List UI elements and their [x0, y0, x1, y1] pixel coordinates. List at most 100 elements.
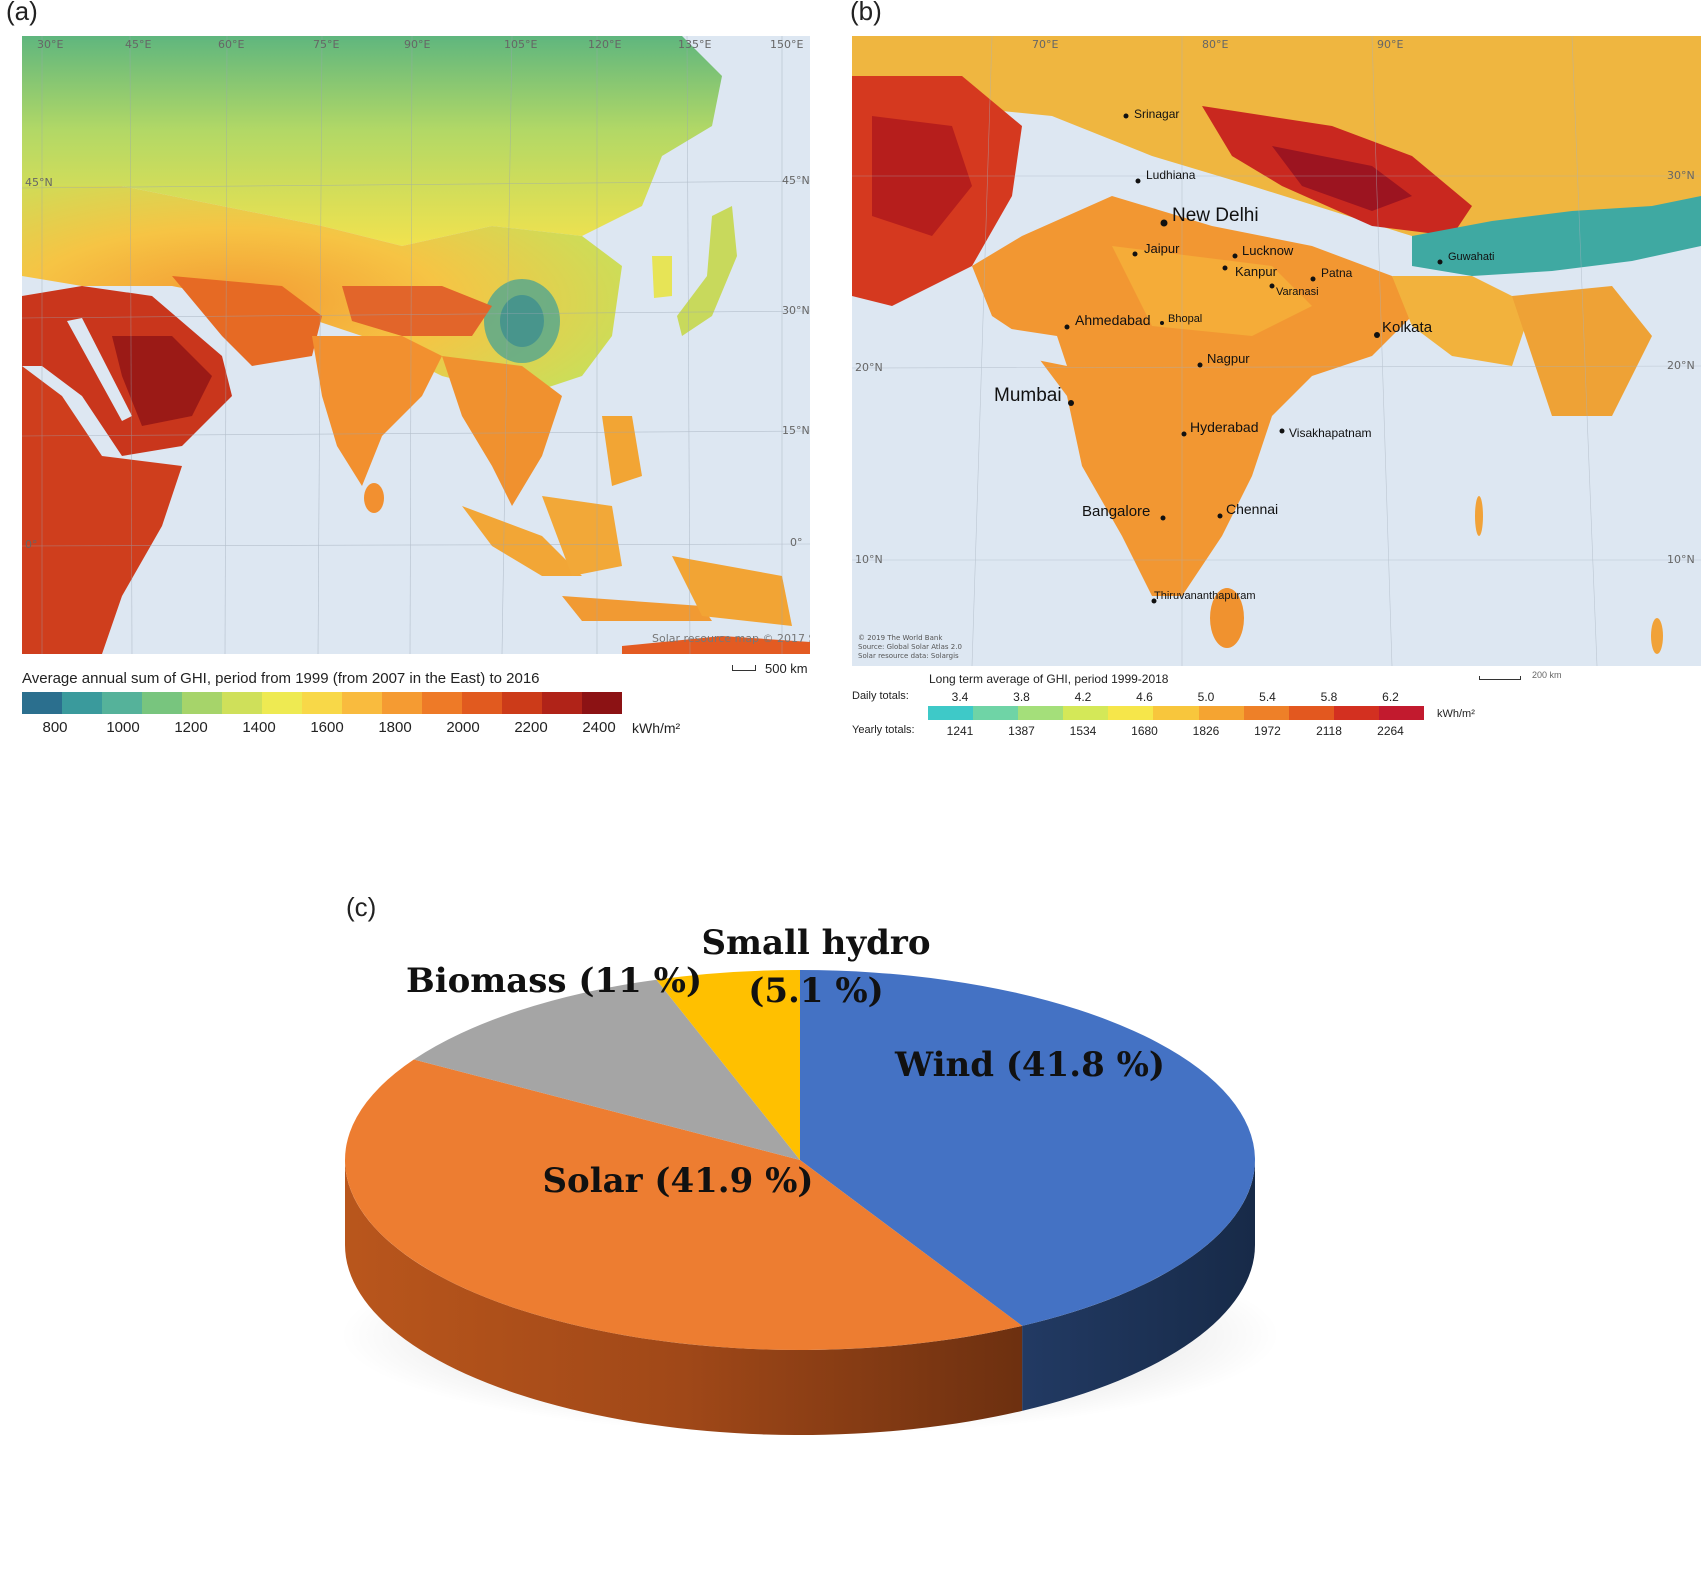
colorbar-tick-a: 2000: [446, 719, 480, 736]
pie-labels: Wind (41.8 %) Solar (41.9 %) Biomass (11 %…: [406, 923, 1165, 1201]
lat-label: 30°N: [782, 304, 810, 317]
colorbar-swatch: [1153, 706, 1199, 720]
colorbar-swatch: [1243, 706, 1289, 720]
colorbar-swatch: [1288, 706, 1334, 720]
colorbar-swatch: [102, 692, 142, 714]
city-dot: [1217, 513, 1223, 519]
city-dot: [1132, 251, 1138, 257]
lat-label: 15°N: [782, 424, 810, 437]
pie-label-solar: Solar (41.9 %): [542, 1161, 813, 1201]
city-label-jaipur: Jaipur: [1144, 241, 1180, 256]
panel-b-label: (b): [850, 0, 882, 26]
city-label-patna: Patna: [1321, 266, 1353, 280]
colorbar-swatch: [22, 692, 62, 714]
pie-label-wind: Wind (41.8 %): [894, 1045, 1165, 1085]
city-dot: [1123, 113, 1129, 119]
daily-tick: 5.0: [1197, 690, 1215, 704]
pie-label-biomass: Biomass (11 %): [406, 961, 702, 1001]
city-dot: [1181, 431, 1187, 437]
city-label-lucknow: Lucknow: [1242, 243, 1294, 258]
yearly-tick: 1241: [946, 724, 974, 738]
colorbar-swatch: [462, 692, 502, 714]
city-label-kanpur: Kanpur: [1235, 264, 1278, 279]
city-label-srinagar: Srinagar: [1134, 107, 1179, 121]
lat-label: 20°N: [855, 361, 883, 374]
colorbar-swatch: [502, 692, 542, 714]
lon-label: 90°E: [404, 38, 430, 51]
colorbar-tick-a: 2400: [582, 719, 616, 736]
b-longitude-labels: 70°E 80°E 90°E: [1032, 38, 1403, 51]
lon-label: 75°E: [313, 38, 339, 51]
latitude-labels: 45°N 45°N 30°N 15°N 0° 0°: [25, 174, 810, 551]
lon-label: 30°E: [37, 38, 63, 51]
daily-totals-label: Daily totals:: [852, 690, 909, 702]
daily-tick: 4.6: [1136, 690, 1153, 704]
yearly-tick: 1972: [1254, 724, 1281, 738]
scale-bar-b: [1479, 676, 1521, 680]
india-ghi-map-graphic: 70°E 80°E 90°E 30°N 20°N 20°N 10°N 10°N …: [852, 36, 1701, 666]
lat-label: 0°: [25, 538, 38, 551]
city-dot: [1160, 321, 1164, 325]
city-label-visakhapatnam: Visakhapatnam: [1289, 426, 1372, 440]
colorbar-tick-a: 1600: [310, 719, 344, 736]
scale-label-b: 200 km: [1532, 670, 1562, 680]
city-dot: [1160, 219, 1168, 227]
colorbar-swatch: [342, 692, 382, 714]
colorbar-tick-a: 1800: [378, 719, 412, 736]
colorbar-swatch: [1108, 706, 1154, 720]
colorbar-swatch: [542, 692, 582, 714]
city-dot: [1310, 276, 1316, 282]
lon-label: 45°E: [125, 38, 151, 51]
city-markers: Srinagar Ludhiana New Delhi Jaipur Luckn…: [994, 107, 1494, 604]
yearly-tick: 2264: [1377, 724, 1404, 738]
colorbar-swatch: [222, 692, 262, 714]
city-label-varanasi: Varanasi: [1276, 286, 1319, 298]
city-label-bangalore: Bangalore: [1082, 503, 1150, 520]
colorbar-tick-a: 1400: [242, 719, 276, 736]
asia-ghi-map: 30°E 45°E 60°E 75°E 90°E 105°E 120°E 135…: [22, 36, 810, 654]
lon-label: 70°E: [1032, 38, 1058, 51]
credit-line: © 2019 The World Bank: [858, 634, 943, 642]
colorbar-swatch: [1333, 706, 1379, 720]
lon-label: 80°E: [1202, 38, 1228, 51]
pie-side-wind: [1022, 1160, 1255, 1411]
daily-tick: 3.4: [951, 690, 969, 704]
lon-label: 60°E: [218, 38, 244, 51]
lat-label: 20°N: [1667, 359, 1695, 372]
city-label-mumbai: Mumbai: [994, 385, 1062, 406]
city-label-bhopal: Bhopal: [1168, 313, 1202, 325]
colorbar-swatch: [142, 692, 182, 714]
city-dot: [1232, 253, 1238, 259]
asia-ghi-map-graphic: 30°E 45°E 60°E 75°E 90°E 105°E 120°E 135…: [22, 36, 810, 654]
lon-label: 90°E: [1377, 38, 1403, 51]
longitude-labels: 30°E 45°E 60°E 75°E 90°E 105°E 120°E 135…: [37, 38, 803, 51]
yearly-tick: 2118: [1316, 724, 1342, 738]
city-label-guwahati: Guwahati: [1448, 251, 1494, 263]
renewable-share-pie-chart: Wind (41.8 %) Solar (41.9 %) Biomass (11 %…: [340, 923, 1280, 1435]
lon-label: 135°E: [678, 38, 711, 51]
city-dot: [1160, 515, 1166, 521]
legend-unit-a: kWh/m²: [632, 720, 681, 736]
lon-label: 120°E: [588, 38, 621, 51]
scale-bar-a: [732, 665, 756, 671]
colorbar-swatch: [382, 692, 422, 714]
credit-line: Solar resource data: Solargis: [858, 652, 959, 660]
pie-label-small-hydro-value: (5.1 %): [748, 971, 883, 1011]
colorbar-tick-a: 800: [42, 719, 68, 736]
lat-label: 10°N: [855, 553, 883, 566]
colorbar-swatch: [182, 692, 222, 714]
legend-title-a: Average annual sum of GHI, period from 1…: [22, 670, 540, 687]
city-dot: [1151, 598, 1157, 604]
legend-unit-b: kWh/m²: [1437, 708, 1475, 720]
colorbar-swatch: [582, 692, 622, 714]
yearly-tick: 1387: [1008, 724, 1035, 738]
city-label-nagpur: Nagpur: [1207, 351, 1250, 366]
city-dot: [1197, 362, 1203, 368]
colorbar-swatch: [62, 692, 102, 714]
yearly-totals-label: Yearly totals:: [852, 724, 915, 736]
colorbar-swatch: [1378, 706, 1425, 720]
scale-label-a: 500 km: [765, 661, 808, 676]
daily-tick: 5.4: [1259, 690, 1276, 704]
lon-label: 150°E: [770, 38, 803, 51]
colorbar-swatch: [1018, 706, 1064, 720]
